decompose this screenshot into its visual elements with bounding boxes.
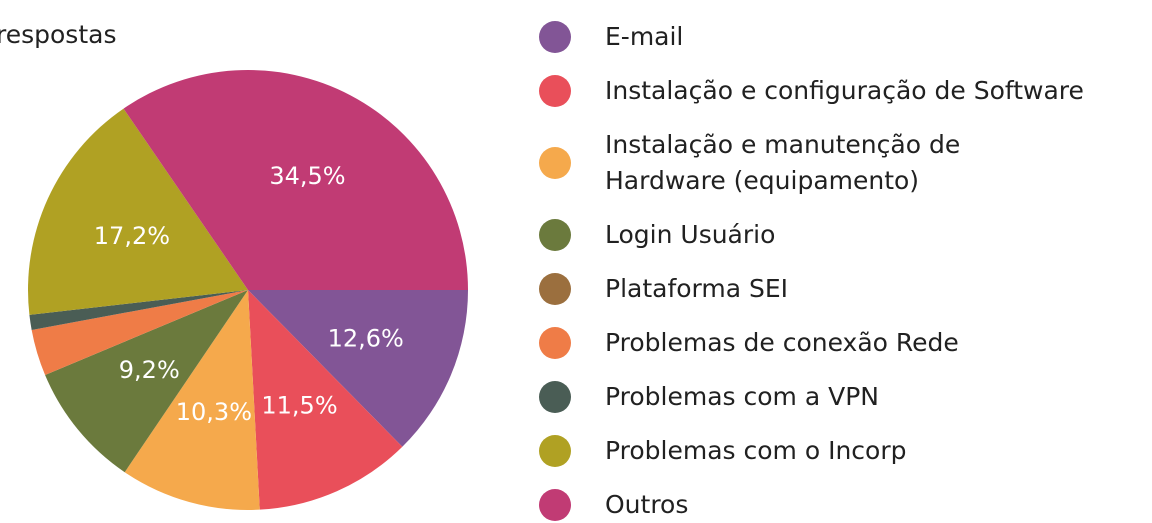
legend-label: Problemas com a VPN bbox=[605, 382, 879, 411]
slice-label: 9,2% bbox=[119, 356, 180, 384]
legend-swatch bbox=[539, 327, 571, 359]
legend-swatch bbox=[539, 75, 571, 107]
slice-label: 10,3% bbox=[176, 398, 252, 426]
legend-item: E-mail bbox=[539, 10, 1149, 64]
pie-slice bbox=[27, 108, 248, 315]
legend-item: Problemas de conexão Rede bbox=[539, 316, 1149, 370]
legend-item: Login Usuário bbox=[539, 208, 1149, 262]
legend-label: Login Usuário bbox=[605, 220, 776, 249]
slice-label: 12,6% bbox=[328, 324, 404, 352]
legend-item: Outros bbox=[539, 478, 1149, 523]
legend-item: Instalação e configuração de Software bbox=[539, 64, 1149, 118]
pie-slice bbox=[123, 69, 469, 291]
legend-item: Plataforma SEI bbox=[539, 262, 1149, 316]
chart: respostas 12,6% 11,5% 10,3% 9,2% 17,2% 34,5% bbox=[0, 20, 469, 511]
legend-label: Instalação e configuração de Software bbox=[605, 76, 1084, 105]
legend-swatch bbox=[539, 381, 571, 413]
legend-swatch bbox=[539, 435, 571, 467]
slice-label: 11,5% bbox=[261, 392, 337, 420]
legend-label: Problemas com o Incorp bbox=[605, 436, 907, 465]
pie-slice bbox=[45, 290, 249, 473]
legend-label: Instalação e manutenção de Hardware (equ… bbox=[605, 130, 961, 195]
legend-item: Instalação e manutenção de Hardware (equ… bbox=[539, 118, 1149, 208]
pie-slice bbox=[124, 290, 260, 511]
slice-label: 34,5% bbox=[269, 162, 345, 190]
slice-label: 17,2% bbox=[94, 222, 170, 250]
legend-label: Problemas de conexão Rede bbox=[605, 328, 959, 357]
legend-label: Outros bbox=[605, 490, 689, 519]
legend-swatch bbox=[539, 147, 571, 179]
pie-slice bbox=[31, 290, 248, 375]
legend: E-mail Instalação e configuração de Softw… bbox=[539, 10, 1149, 523]
pie-slice bbox=[248, 290, 468, 447]
legend-swatch bbox=[539, 219, 571, 251]
pie-slice bbox=[29, 290, 248, 330]
legend-swatch bbox=[539, 273, 571, 305]
legend-label: E-mail bbox=[605, 22, 684, 51]
pie-slice bbox=[248, 290, 403, 510]
legend-item: Problemas com a VPN bbox=[539, 370, 1149, 424]
legend-swatch bbox=[539, 489, 571, 521]
legend-label: Plataforma SEI bbox=[605, 274, 789, 303]
chart-subtitle: respostas bbox=[0, 20, 116, 49]
legend-swatch bbox=[539, 21, 571, 53]
legend-item: Problemas com o Incorp bbox=[539, 424, 1149, 478]
